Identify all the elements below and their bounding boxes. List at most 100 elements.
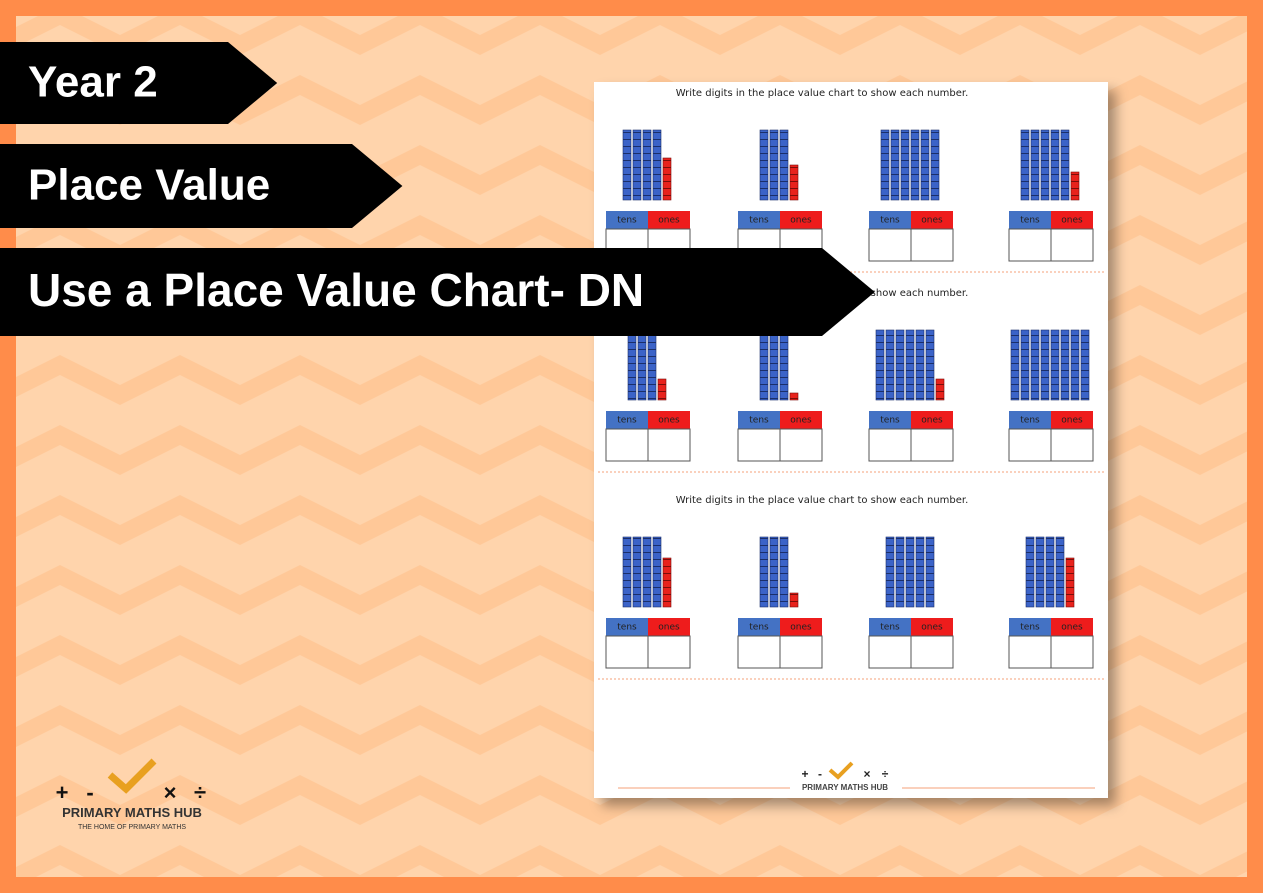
banner-text: Use a Place Value Chart- DN bbox=[28, 264, 644, 316]
header-label: ones bbox=[921, 416, 943, 426]
tens-header bbox=[869, 618, 911, 636]
answer-cell bbox=[605, 635, 649, 669]
ten-rod bbox=[925, 536, 935, 608]
banner bbox=[0, 248, 875, 336]
ten-rod bbox=[1060, 329, 1070, 401]
ones-cubes bbox=[1070, 171, 1080, 201]
ten-rod bbox=[880, 129, 890, 201]
answer-cell bbox=[910, 428, 954, 462]
answer-cell bbox=[779, 428, 823, 462]
tens-rods bbox=[759, 329, 789, 401]
ones-header bbox=[780, 411, 822, 429]
ten-rod bbox=[920, 129, 930, 201]
header-label: tens bbox=[617, 416, 637, 426]
ten-rod bbox=[1070, 329, 1080, 401]
ten-rod bbox=[1025, 536, 1035, 608]
ten-rod bbox=[769, 536, 779, 608]
tens-rods bbox=[759, 129, 789, 201]
ten-rod bbox=[642, 536, 652, 608]
logo-symbol: ÷ bbox=[882, 767, 889, 781]
ten-rod bbox=[1030, 129, 1040, 201]
answer-cell bbox=[868, 635, 912, 669]
ones-header bbox=[1051, 411, 1093, 429]
check bbox=[828, 761, 854, 780]
logo-tagline: THE HOME OF PRIMARY MATHS bbox=[78, 824, 186, 831]
header-label: ones bbox=[658, 416, 680, 426]
tens-rods bbox=[622, 536, 662, 608]
tens-header bbox=[1009, 411, 1051, 429]
header-label: ones bbox=[921, 216, 943, 226]
ten-rod bbox=[1080, 329, 1090, 401]
ones-cubes bbox=[662, 157, 672, 201]
ten-rod bbox=[885, 536, 895, 608]
tens-header bbox=[1009, 211, 1051, 229]
ten-rod bbox=[637, 329, 647, 401]
ten-rod bbox=[915, 329, 925, 401]
ten-rod bbox=[1010, 329, 1020, 401]
ones-header bbox=[648, 618, 690, 636]
answer-cell bbox=[1008, 228, 1052, 262]
header-label: tens bbox=[880, 416, 900, 426]
header-label: ones bbox=[1061, 216, 1083, 226]
header-label: tens bbox=[749, 623, 769, 633]
tens-header bbox=[606, 411, 648, 429]
check bbox=[107, 758, 157, 794]
ten-rod bbox=[652, 536, 662, 608]
ten-rod bbox=[1060, 129, 1070, 201]
header-label: tens bbox=[1020, 416, 1040, 426]
header-label: ones bbox=[1061, 623, 1083, 633]
answer-cell bbox=[737, 428, 781, 462]
ones-header bbox=[648, 211, 690, 229]
ones-header bbox=[648, 411, 690, 429]
answer-cell bbox=[868, 428, 912, 462]
ones-header bbox=[911, 618, 953, 636]
ten-rod bbox=[769, 129, 779, 201]
tens-header bbox=[738, 618, 780, 636]
tens-header bbox=[606, 211, 648, 229]
tens-rods bbox=[1025, 536, 1065, 608]
ten-rod bbox=[910, 129, 920, 201]
ten-rod bbox=[895, 536, 905, 608]
ones-header bbox=[780, 211, 822, 229]
ten-rod bbox=[652, 129, 662, 201]
tens-header bbox=[738, 211, 780, 229]
ten-rod bbox=[759, 536, 769, 608]
ten-rod bbox=[1020, 329, 1030, 401]
ones-rod bbox=[935, 378, 945, 401]
ones-rod bbox=[789, 164, 799, 201]
ten-rod bbox=[915, 536, 925, 608]
banner-text: Place Value bbox=[28, 161, 270, 210]
logo-symbol: + bbox=[801, 767, 808, 781]
answer-cell bbox=[1050, 428, 1094, 462]
ones-rod bbox=[789, 592, 799, 608]
answer-cell bbox=[868, 228, 912, 262]
header-label: tens bbox=[749, 416, 769, 426]
ten-rod bbox=[1040, 329, 1050, 401]
ones-header bbox=[1051, 618, 1093, 636]
ten-rod bbox=[622, 536, 632, 608]
ones-header bbox=[780, 618, 822, 636]
ten-rod bbox=[930, 129, 940, 201]
ten-rod bbox=[895, 329, 905, 401]
ten-rod bbox=[632, 536, 642, 608]
ten-rod bbox=[779, 329, 789, 401]
answer-cell bbox=[1050, 635, 1094, 669]
ten-rod bbox=[905, 329, 915, 401]
ten-rod bbox=[890, 129, 900, 201]
ten-rod bbox=[925, 329, 935, 401]
tens-rods bbox=[622, 129, 662, 201]
header-label: tens bbox=[617, 623, 637, 633]
logo-symbol: ÷ bbox=[194, 780, 206, 805]
answer-cell bbox=[605, 428, 649, 462]
ones-header bbox=[1051, 211, 1093, 229]
header-label: ones bbox=[658, 623, 680, 633]
tens-rods bbox=[1010, 329, 1090, 401]
ones-cubes bbox=[789, 164, 799, 201]
tens-header bbox=[738, 411, 780, 429]
answer-cell bbox=[1008, 428, 1052, 462]
banner-text: Year 2 bbox=[28, 58, 158, 107]
header-label: tens bbox=[1020, 216, 1040, 226]
answer-cell bbox=[647, 428, 691, 462]
ones-cubes bbox=[789, 592, 799, 608]
